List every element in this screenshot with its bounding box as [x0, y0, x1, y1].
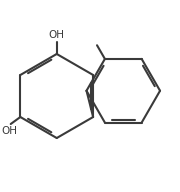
Text: OH: OH: [49, 30, 65, 40]
Text: OH: OH: [2, 126, 18, 136]
